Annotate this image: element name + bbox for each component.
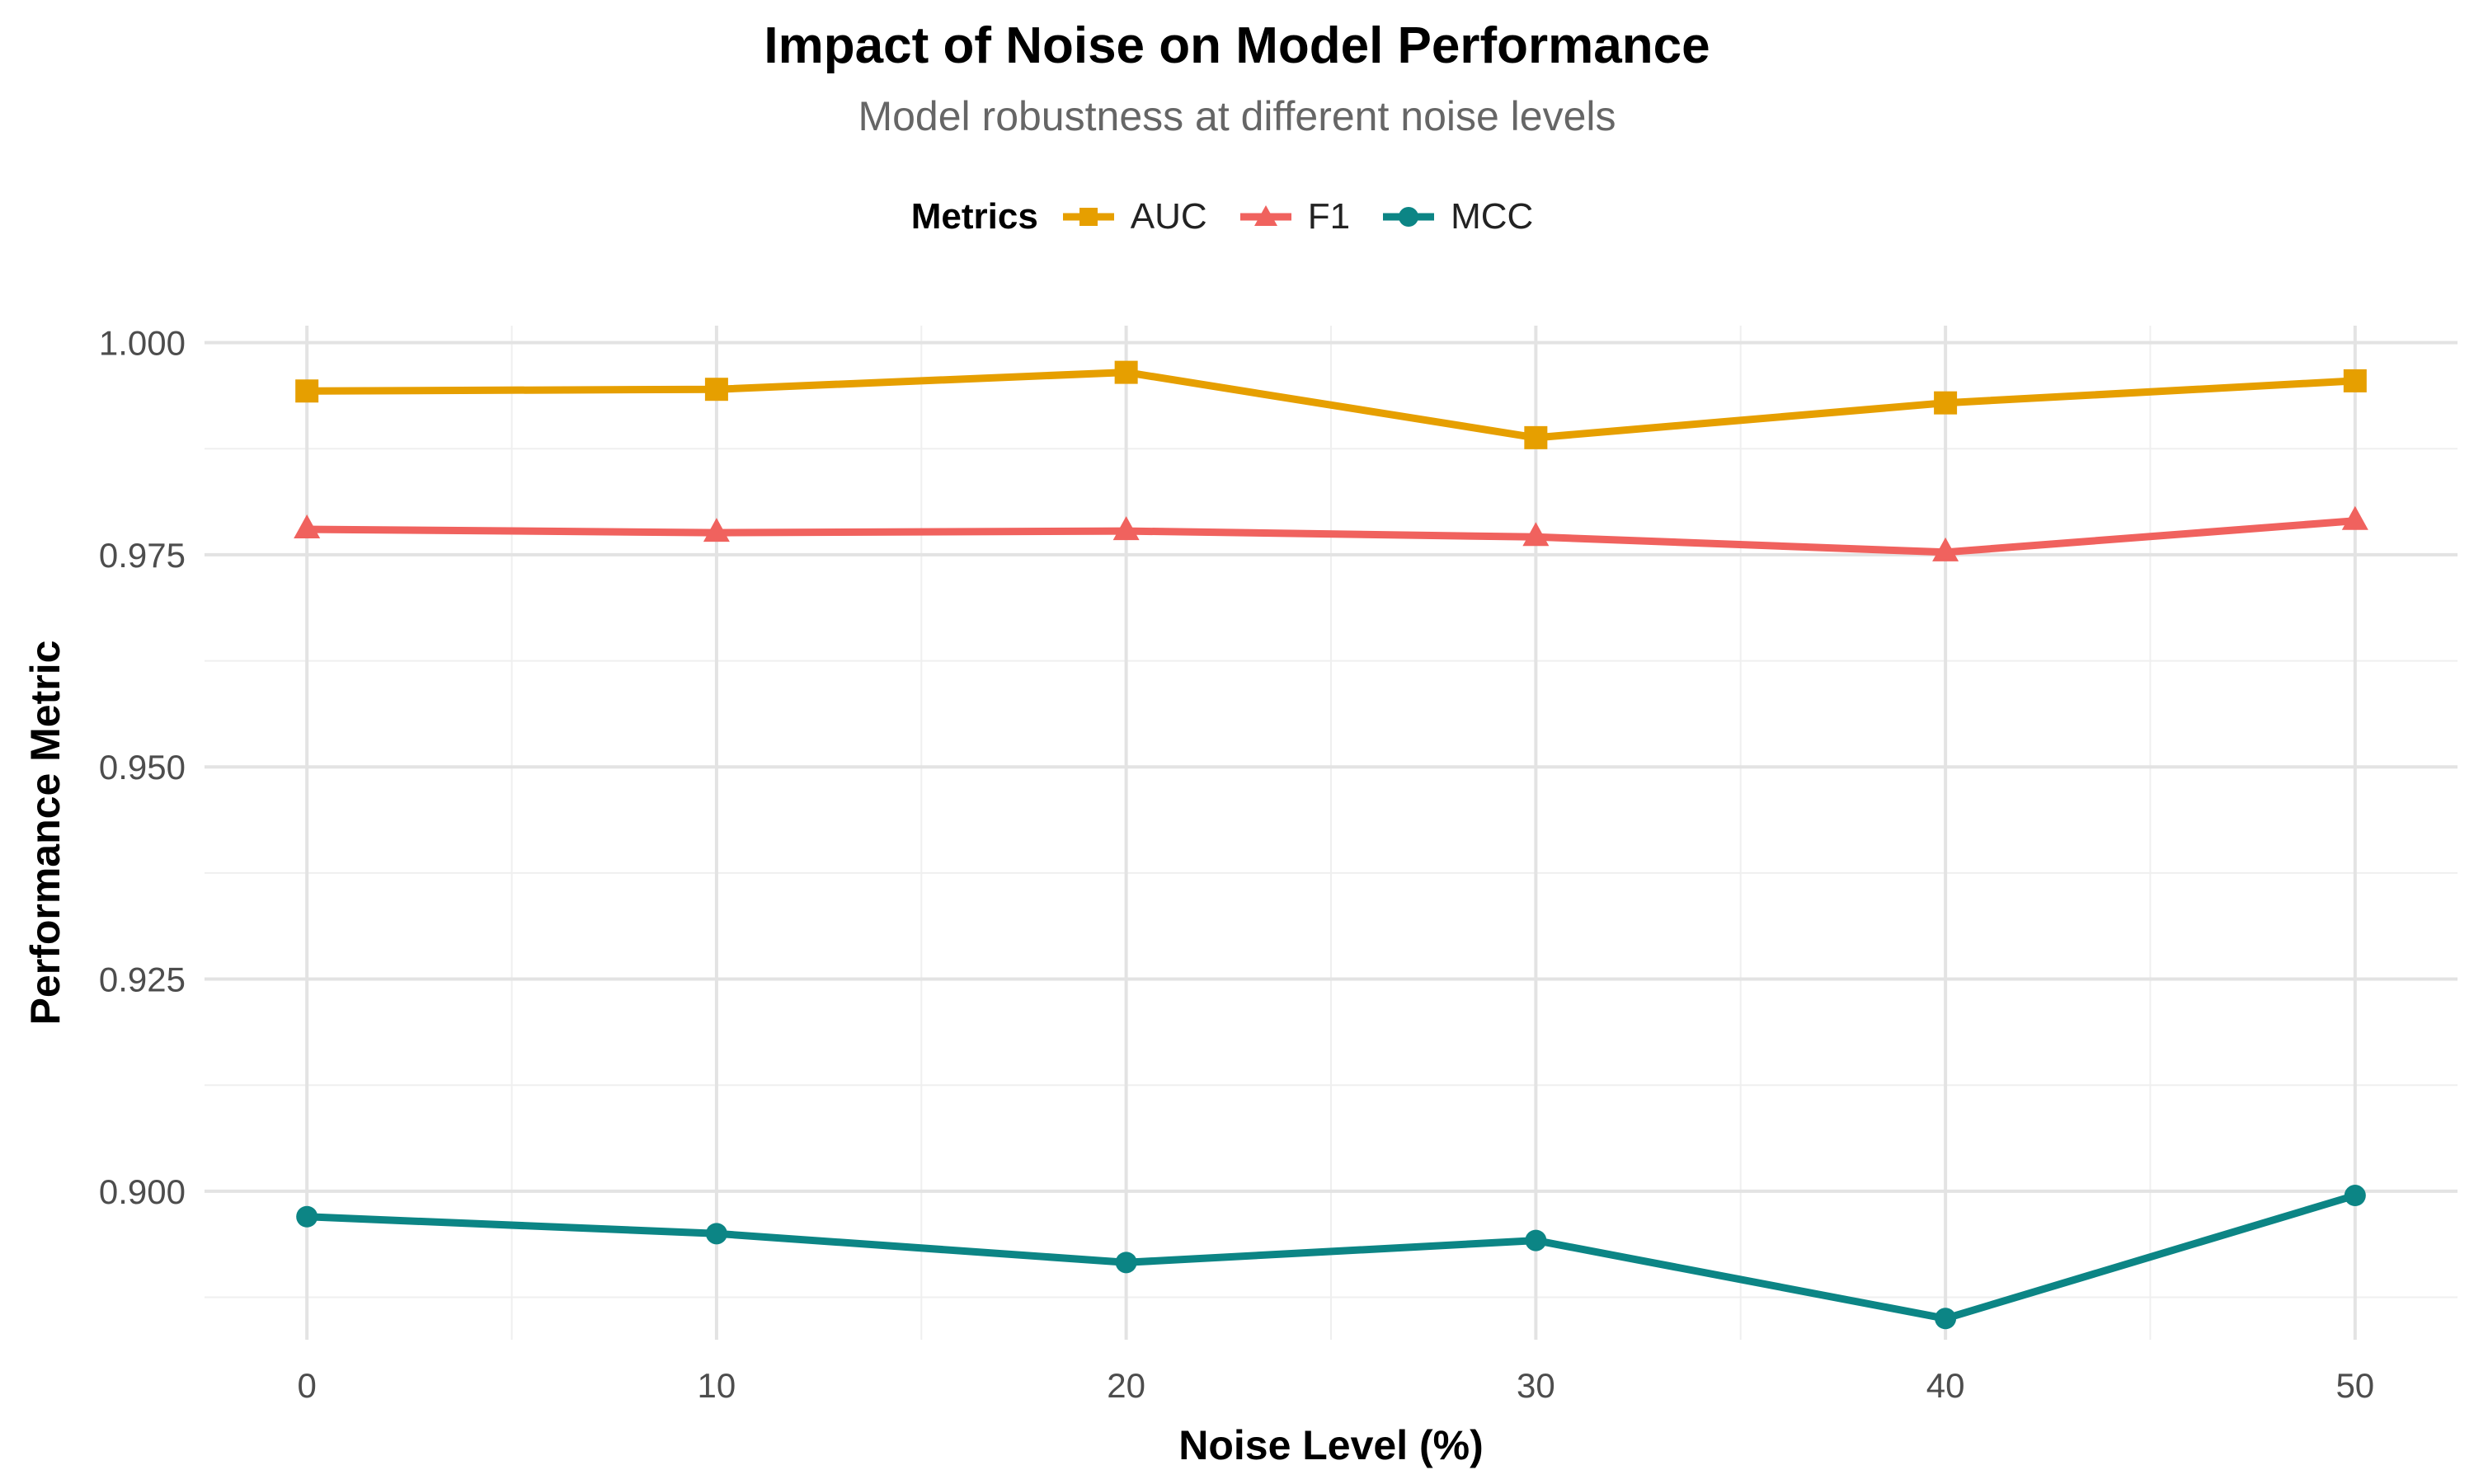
x-axis-label: Noise Level (%) [1178,1422,1484,1468]
legend-mcc-key-icon [1383,207,1435,227]
x-tick-label: 0 [298,1366,317,1405]
chart-title: Impact of Noise on Model Performance [764,17,1710,74]
series-line-f1 [303,517,2359,556]
x-tick-label: 40 [1926,1366,1965,1405]
data-point-f1 [1112,516,1140,541]
data-point-auc [1114,360,1138,384]
series-line-mcc [303,1191,2359,1322]
legend-item-mcc: MCC [1380,196,1533,237]
data-point-f1 [1932,537,1959,561]
series-f1 [294,505,2368,561]
data-point-mcc [1115,1252,1137,1274]
series-mcc [296,1185,2366,1330]
y-tick-label: 0.900 [99,1172,186,1211]
legend-label-auc: AUC [1130,196,1207,237]
x-tick-label: 20 [1107,1366,1145,1405]
legend-title: Metrics [910,196,1038,237]
chart-subtitle: Model robustness at different noise leve… [858,93,1616,139]
data-point-auc [1934,391,1958,415]
legend-label-mcc: MCC [1451,196,1534,237]
y-tick-label: 0.925 [99,960,186,999]
series-line-auc [303,369,2359,442]
legend-item-f1: F1 [1237,196,1350,237]
y-tick-label: 0.950 [99,748,186,787]
data-point-mcc [705,1223,727,1245]
y-axis-label: Performance Metric [22,641,68,1026]
x-tick-label: 10 [698,1366,736,1405]
data-point-auc [295,379,319,403]
y-tick-label: 0.975 [99,536,186,575]
legend-item-auc: AUC [1060,196,1207,237]
legend: Metrics AUC F1 MCC [0,196,2474,237]
data-point-auc [2343,369,2367,392]
data-point-f1 [1522,522,1550,547]
legend-f1-key-icon [1239,205,1291,226]
data-point-auc [704,378,728,402]
data-point-auc [1524,425,1548,449]
legend-auc-key-icon [1062,208,1114,226]
data-point-mcc [1525,1229,1547,1252]
data-point-mcc [2344,1185,2366,1207]
legend-label-f1: F1 [1307,196,1351,237]
y-tick-label: 1.000 [99,324,186,363]
x-tick-label: 30 [1517,1366,1555,1405]
data-point-f1 [2341,505,2368,530]
x-tick-label: 50 [2335,1366,2374,1405]
data-point-f1 [294,514,321,539]
data-point-mcc [296,1205,318,1228]
data-point-mcc [1935,1308,1957,1330]
series-auc [295,360,2367,449]
grid [205,326,2458,1340]
data-point-f1 [703,518,730,542]
